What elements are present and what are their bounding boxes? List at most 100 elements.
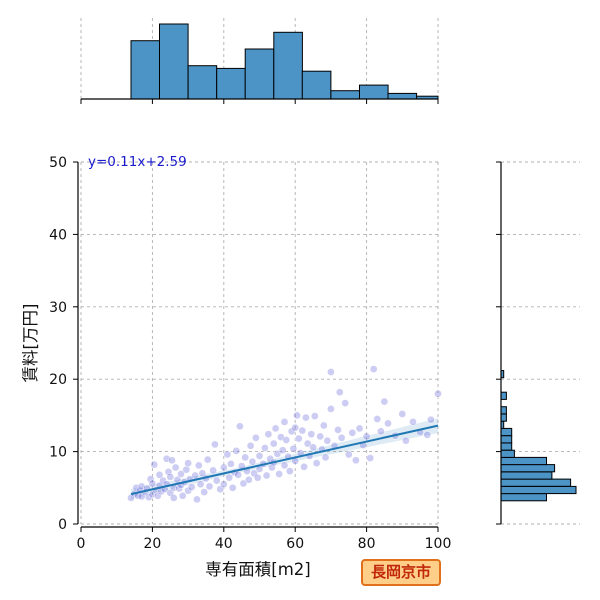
scatter-point (312, 459, 321, 468)
regression-line (130, 424, 439, 496)
scatter-point (225, 473, 234, 482)
confidence-band (131, 418, 438, 500)
scatter-point (164, 468, 173, 476)
right-hist-bar (500, 456, 547, 466)
scatter-point (373, 415, 382, 423)
y-tick-label: 30 (49, 300, 67, 316)
scatter-points (127, 365, 442, 504)
scatter-point (150, 460, 159, 469)
scatter-point (294, 434, 303, 443)
x-tick-label: 80 (358, 536, 376, 552)
scatter-point (271, 424, 280, 433)
x-tick-label: 40 (215, 536, 233, 552)
scatter-point (184, 459, 192, 468)
scatter-point (335, 388, 344, 397)
scatter-point (298, 426, 307, 435)
scatter-point (273, 449, 282, 458)
top-hist-bar (159, 23, 189, 100)
scatter-point (285, 467, 294, 475)
scatter-point (402, 436, 410, 445)
top-hist-bar (216, 67, 246, 100)
scatter-point (166, 473, 175, 481)
scatter-point (352, 456, 360, 465)
scatter-point (239, 479, 248, 488)
right-histogram-ticks (496, 161, 501, 525)
scatter-point (268, 463, 276, 472)
scatter-point (323, 436, 332, 445)
y-axis-ticks: 0 10 20 30 40 50 (49, 155, 78, 533)
scatter-point (327, 405, 335, 413)
scatter-point (193, 495, 201, 504)
scatter-point (302, 413, 310, 422)
top-hist-bar (244, 48, 275, 100)
right-hist-bar (500, 442, 513, 451)
scatter-point (409, 418, 417, 426)
scatter-point (307, 430, 316, 439)
scatter-point (369, 365, 378, 373)
scatter-point (291, 423, 300, 432)
scatter-point (252, 433, 260, 442)
scatter-point (177, 470, 185, 478)
scatter-point (377, 427, 385, 436)
scatter-point (175, 484, 184, 493)
scatter-point (344, 450, 353, 459)
scatter-point (269, 439, 278, 448)
y-tick-label: 20 (49, 372, 67, 388)
right-hist-bar (500, 391, 507, 400)
scatter-point (244, 475, 253, 484)
scatter-point (261, 444, 269, 452)
right-histogram-bars (500, 370, 577, 502)
y-axis-label: 賃料[万円] (21, 304, 40, 383)
scatter-point (148, 479, 157, 488)
scatter-point (384, 419, 392, 428)
scatter-point (280, 418, 289, 426)
top-hist-bar (387, 92, 418, 100)
right-hist-bar (500, 406, 507, 415)
top-hist-bar (359, 84, 389, 100)
top-hist-bar (330, 90, 360, 100)
scatter-point (348, 428, 357, 437)
x-tick-label: 0 (77, 536, 86, 552)
main-axes: 0 20 40 60 80 100 0 10 20 30 40 50 y=0.11x+2.59 専有… (21, 154, 451, 579)
scatter-point (196, 480, 205, 489)
scatter-point (178, 491, 187, 500)
right-hist-bar (500, 427, 513, 437)
y-tick-label: 0 (58, 517, 67, 533)
top-hist-bar (273, 31, 303, 100)
scatter-point (321, 453, 330, 462)
right-hist-bar (500, 478, 572, 487)
scatter-point (194, 461, 203, 470)
scatter-point (280, 461, 289, 470)
scatter-point (334, 426, 342, 434)
scatter-point (300, 462, 308, 471)
scatter-point (289, 444, 298, 453)
y-tick-label: 10 (49, 445, 67, 461)
scatter-point (169, 494, 178, 502)
scatter-point (434, 389, 442, 398)
scatter-point (262, 471, 271, 480)
scatter-point (423, 431, 432, 439)
right-hist-bar (500, 435, 513, 444)
top-histogram-bars (130, 23, 439, 100)
scatter-point (316, 432, 325, 441)
scatter-point (362, 432, 371, 441)
scatter-point (293, 411, 301, 420)
scatter-point (203, 455, 212, 464)
scatter-point (191, 471, 200, 480)
regression-line-group (130, 424, 439, 496)
scatter-point (282, 436, 291, 444)
scatter-point (398, 410, 407, 418)
scatter-point (319, 421, 328, 430)
main-grid (80, 161, 439, 525)
scatter-point (337, 433, 346, 442)
scatter-point (248, 457, 257, 466)
scatter-point (211, 440, 219, 449)
scatter-point (171, 463, 180, 472)
scatter-point (264, 430, 273, 439)
scatter-point (219, 463, 228, 472)
top-hist-bar (301, 70, 332, 100)
right-hist-bar (500, 485, 577, 495)
regression-equation: y=0.11x+2.59 (88, 154, 187, 170)
scatter-point (168, 456, 176, 465)
